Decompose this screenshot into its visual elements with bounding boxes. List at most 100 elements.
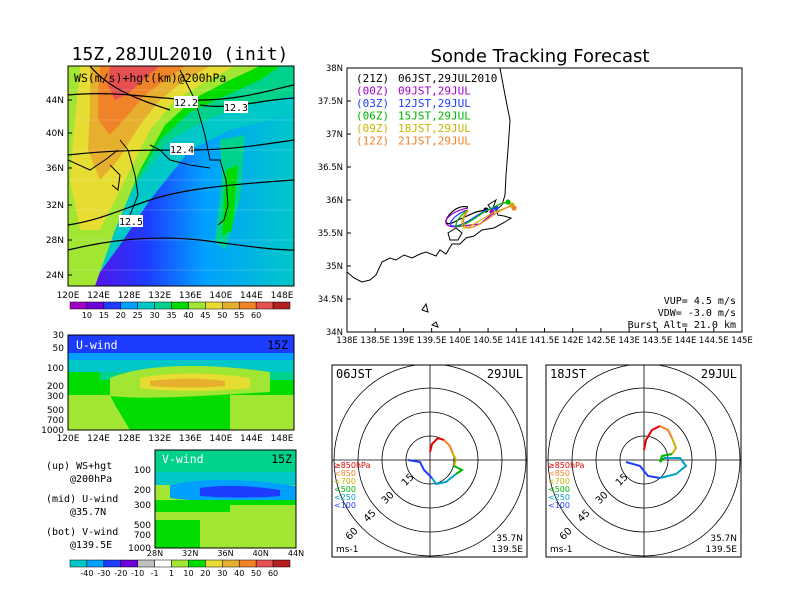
x-tick-label: 36N <box>217 549 233 558</box>
ring-label: 60 <box>344 526 361 543</box>
colorbar-label: 10 <box>183 569 193 578</box>
hodo-trace <box>659 453 673 463</box>
colorbar-label: -1 <box>151 569 159 578</box>
level-label: <100 <box>548 501 570 510</box>
hodo-area <box>546 365 741 557</box>
hodo-frame <box>545 364 742 558</box>
colorbar-label: 30 <box>150 311 160 320</box>
legend-code: (06Z) <box>356 110 389 123</box>
colorbar-swatch <box>238 559 257 568</box>
level-label: <700 <box>334 477 356 486</box>
ws-x-ticks: 120E 124E 128E 132E 136E 140E 144E 148E <box>57 291 294 301</box>
x-tick-label: 141E <box>505 336 527 346</box>
x-tick-label: 138E <box>336 336 358 346</box>
hodo-trace <box>643 425 661 451</box>
x-tick-label: 128E <box>118 291 141 301</box>
y-tick-label: 1000 <box>128 544 151 554</box>
y-tick-label: 36N <box>326 196 343 206</box>
y-tick-label: 35.5N <box>318 229 343 239</box>
level-label: <500 <box>548 485 570 494</box>
legend-code: (12Z) <box>356 135 389 148</box>
colorbar-label: 50 <box>251 569 261 578</box>
contour-label: 12.4 <box>170 145 194 156</box>
info-vup: VUP= 4.5 m/s <box>664 296 736 307</box>
colorbar-label: 30 <box>217 569 227 578</box>
x-tick-label: 136E <box>179 434 202 444</box>
colorbar-swatch <box>188 301 206 310</box>
x-tick-label: 144E <box>240 434 263 444</box>
colorbar-swatch <box>137 559 155 568</box>
colorbar-swatch <box>272 559 291 568</box>
x-tick-label: 142.5E <box>586 336 616 346</box>
y-tick-label: 100 <box>47 364 64 374</box>
x-tick-label: 44N <box>288 549 304 558</box>
colorbar-label: 40 <box>183 311 193 320</box>
level-label: <500 <box>334 485 356 494</box>
info-vdw: VDW= -3.0 m/s <box>658 308 736 319</box>
y-tick-label: 700 <box>134 531 151 541</box>
legend-line: @35.7N <box>70 507 106 518</box>
legend-line: (mid) U-wind <box>46 494 118 505</box>
left-title: 15Z,28JUL2010 (init) <box>72 44 289 65</box>
colorbar-swatch <box>171 301 189 310</box>
v-wind-colorbar: -40 -30 -20 -10 -1 1 10 20 30 40 50 60 <box>69 559 291 578</box>
legend-code: (21Z) <box>356 72 389 85</box>
colorbar-swatch <box>222 301 240 310</box>
track-line <box>455 201 509 227</box>
legend-code: (00Z) <box>356 85 389 98</box>
y-tick-label: 24N <box>46 271 64 281</box>
colorbar-swatch <box>238 301 257 310</box>
x-tick-label: 124E <box>87 434 110 444</box>
x-tick-label: 144.5E <box>699 336 729 346</box>
x-tick-label: 148E <box>271 291 294 301</box>
colorbar-label: 10 <box>82 311 92 320</box>
ring-label: 45 <box>362 508 379 525</box>
map-legend: (21Z) 06JST,29JUL2010 (00Z) 09JST,29JUL (03Z… <box>356 72 497 148</box>
x-tick-label: 143E <box>618 336 640 346</box>
level-label: <100 <box>334 501 356 510</box>
hodo-trace <box>429 436 445 453</box>
level-label: ≥850hPa <box>334 461 371 470</box>
colorbar-label: 20 <box>200 569 210 578</box>
y-tick-label: 34.5N <box>318 295 343 305</box>
x-tick-label: 40N <box>253 549 269 558</box>
level-label: <700 <box>548 477 570 486</box>
sonde-tracks <box>445 199 517 229</box>
y-tick-label: 500 <box>47 406 64 416</box>
x-tick-label: 140.5E <box>473 336 503 346</box>
colorbar-swatch <box>103 559 122 568</box>
x-tick-label: 144E <box>675 336 697 346</box>
colorbar-label: 45 <box>200 311 210 320</box>
hodograph-18jst: 18JST 29JUL15304560≥850hPa<850<700<500<25… <box>545 364 742 558</box>
hodo-frame <box>331 364 528 558</box>
colorbar-label: 1 <box>169 569 174 578</box>
left-legend: (up) WS+hgt @200hPa (mid) U-wind @35.7N … <box>46 461 118 551</box>
colorbar-swatch <box>86 559 105 568</box>
hodo-lat: 35.7N <box>496 534 523 544</box>
level-label: <250 <box>548 493 570 502</box>
contour-label: 12.5 <box>119 217 143 228</box>
colorbar-swatch <box>120 301 138 310</box>
colorbar-label: -10 <box>131 569 144 578</box>
x-tick-label: 139E <box>393 336 415 346</box>
hodo-trace <box>443 439 453 453</box>
hodo-trace <box>659 425 673 439</box>
y-tick-label: 37N <box>326 130 343 140</box>
x-tick-label: 32N <box>182 549 198 558</box>
y-tick-label: 300 <box>134 501 151 511</box>
y-tick-label: 36.5N <box>318 163 343 173</box>
colorbar-label: 60 <box>251 311 261 320</box>
x-tick-label: 124E <box>87 291 110 301</box>
hodo-trace <box>659 457 688 479</box>
contour-label: 12.3 <box>224 103 248 114</box>
v-wind-label: V-wind <box>162 452 204 466</box>
x-tick-label: 120E <box>57 434 80 444</box>
y-tick-label: 200 <box>134 486 151 496</box>
colorbar-label: -30 <box>97 569 110 578</box>
x-tick-label: 141.5E <box>530 336 560 346</box>
colorbar-swatch <box>86 301 105 310</box>
x-tick-label: 128E <box>118 434 141 444</box>
